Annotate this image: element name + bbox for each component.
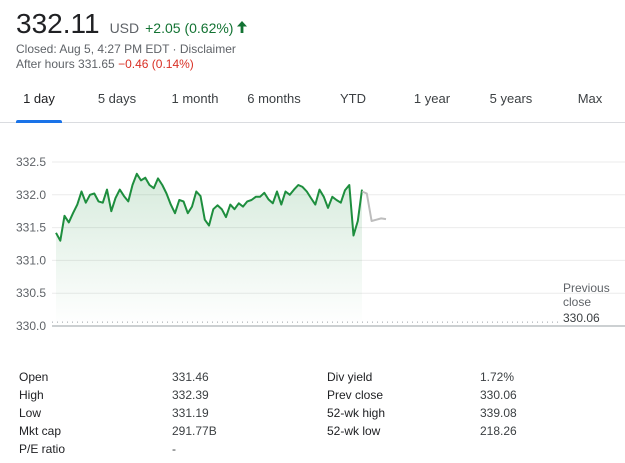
y-tick-label: 330.0	[16, 319, 46, 333]
stat-mktcap-value: 291.77B	[172, 424, 217, 438]
y-axis-labels: 332.5 332.0 331.5 331.0 330.5 330.0	[16, 155, 46, 333]
stat-52wklow-value: 218.26	[480, 424, 517, 438]
stat-divyield-label: Div yield	[327, 370, 373, 384]
after-hours-change: −0.46 (0.14%)	[118, 57, 194, 71]
previous-close-label-2: close	[563, 295, 591, 309]
y-tick-label: 330.5	[16, 286, 46, 300]
stat-low-value: 331.19	[172, 406, 209, 420]
stat-pe-value: -	[172, 442, 176, 456]
quote-header: 332.11 USD +2.05 (0.62%) Closed: Aug 5, …	[16, 6, 609, 72]
price-area-fill	[56, 173, 362, 326]
tab-1-day[interactable]: 1 day	[16, 82, 62, 123]
y-tick-label: 331.0	[16, 253, 46, 267]
tab-1-year[interactable]: 1 year	[413, 91, 451, 106]
stat-mktcap-label: Mkt cap	[19, 424, 62, 438]
tab-6-months[interactable]: 6 months	[247, 91, 301, 106]
stat-pe-label: P/E ratio	[19, 442, 66, 456]
price-row: 332.11 USD +2.05 (0.62%)	[16, 6, 609, 42]
stat-52wkhigh-value: 339.08	[480, 406, 517, 420]
arrow-up-icon	[237, 21, 248, 33]
price-line	[55, 172, 363, 242]
stat-prevclose-label: Prev close	[327, 388, 384, 402]
market-status: Closed: Aug 5, 4:27 PM EDT · Disclaimer	[16, 42, 236, 56]
after-hours-line-path	[361, 190, 387, 222]
tab-5-years[interactable]: 5 years	[489, 91, 533, 106]
current-price: 332.11	[16, 8, 100, 39]
tab-5-days[interactable]: 5 days	[97, 91, 137, 106]
stat-divyield-value: 1.72%	[480, 370, 515, 384]
previous-close-value: 330.06	[563, 311, 600, 325]
tab-1-month[interactable]: 1 month	[171, 91, 219, 106]
stat-52wkhigh-label: 52-wk high	[327, 406, 386, 420]
after-hours-line: After hours 331.65 −0.46 (0.14%)	[16, 57, 609, 72]
tab-ytd[interactable]: YTD	[340, 91, 366, 106]
stat-high-label: High	[19, 388, 44, 402]
y-tick-label: 332.5	[16, 155, 46, 169]
stat-open-value: 331.46	[172, 370, 209, 384]
y-tick-label: 331.5	[16, 221, 46, 235]
y-tick-label: 332.0	[16, 188, 46, 202]
price-change: +2.05 (0.62%)	[145, 20, 234, 36]
stat-high-value: 332.39	[172, 388, 209, 402]
stat-low-label: Low	[19, 406, 42, 420]
tab-max[interactable]: Max	[577, 91, 603, 106]
stat-open-label: Open	[19, 370, 49, 384]
stat-52wklow-label: 52-wk low	[327, 424, 381, 438]
timeframe-tabs: 1 day 5 days 1 month 6 months YTD 1 year…	[0, 82, 625, 123]
previous-close-label-1: Previous	[563, 281, 610, 295]
stat-prevclose-value: 330.06	[480, 388, 517, 402]
after-hours-price: After hours 331.65	[16, 57, 115, 71]
currency-label: USD	[109, 20, 140, 36]
